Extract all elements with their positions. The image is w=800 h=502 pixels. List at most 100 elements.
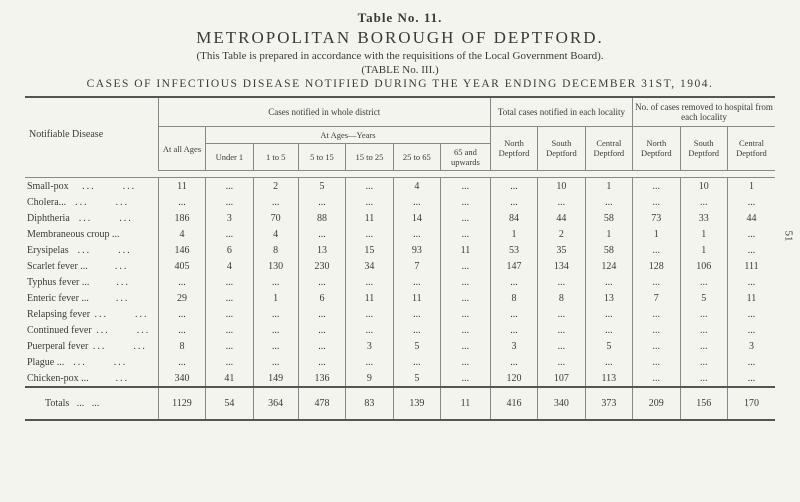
- data-cell: ...: [585, 322, 632, 338]
- data-cell: ...: [585, 306, 632, 322]
- data-cell: ...: [206, 306, 253, 322]
- totals-cell: 364: [253, 387, 298, 420]
- data-cell: 5: [585, 338, 632, 354]
- data-cell: ...: [393, 226, 440, 242]
- page-number: 51: [783, 231, 795, 242]
- data-cell: ...: [633, 242, 680, 258]
- data-cell: ...: [727, 322, 775, 338]
- data-cell: ...: [633, 194, 680, 210]
- totals-cell: 139: [393, 387, 440, 420]
- data-cell: ...: [158, 322, 205, 338]
- data-cell: 6: [298, 290, 345, 306]
- data-cell: 88: [298, 210, 345, 226]
- data-cell: ...: [441, 226, 491, 242]
- data-cell: ...: [441, 354, 491, 370]
- col-disease: Notifiable Disease: [25, 97, 158, 171]
- table-row: Cholera... ... .........................…: [25, 194, 775, 210]
- col-loc-central: Central Deptford: [585, 127, 632, 171]
- data-cell: ...: [538, 194, 585, 210]
- data-cell: ...: [490, 178, 537, 195]
- data-cell: ...: [585, 194, 632, 210]
- data-cell: 8: [490, 290, 537, 306]
- disease-name: Membraneous croup ...: [25, 226, 158, 242]
- disease-name: Plague ... ... ...: [25, 354, 158, 370]
- table-row: Enteric fever ... ...29...161111...88137…: [25, 290, 775, 306]
- data-cell: ...: [298, 354, 345, 370]
- data-cell: ...: [490, 354, 537, 370]
- data-cell: ...: [206, 354, 253, 370]
- data-cell: 8: [538, 290, 585, 306]
- data-cell: ...: [393, 322, 440, 338]
- data-cell: 13: [585, 290, 632, 306]
- disease-name: Continued fever ... ...: [25, 322, 158, 338]
- data-cell: 1: [253, 290, 298, 306]
- data-cell: 1: [585, 226, 632, 242]
- data-cell: ...: [441, 274, 491, 290]
- data-cell: ...: [346, 274, 393, 290]
- data-cell: ...: [441, 338, 491, 354]
- data-cell: ...: [206, 338, 253, 354]
- data-cell: ...: [633, 274, 680, 290]
- data-cell: 124: [585, 258, 632, 274]
- data-cell: ...: [253, 354, 298, 370]
- disease-name: Diphtheria ... ...: [25, 210, 158, 226]
- totals-cell: 478: [298, 387, 345, 420]
- data-cell: ...: [538, 354, 585, 370]
- data-cell: ...: [633, 354, 680, 370]
- data-cell: 1: [585, 178, 632, 195]
- data-cell: 120: [490, 370, 537, 387]
- data-cell: 4: [253, 226, 298, 242]
- data-cell: ...: [441, 290, 491, 306]
- data-cell: ...: [253, 306, 298, 322]
- data-cell: 4: [393, 178, 440, 195]
- data-cell: 106: [680, 258, 727, 274]
- col-loc-north: North Deptford: [490, 127, 537, 171]
- totals-cell: 54: [206, 387, 253, 420]
- data-cell: 5: [680, 290, 727, 306]
- col-at-all: At all Ages: [158, 127, 205, 171]
- data-cell: ...: [253, 322, 298, 338]
- totals-cell: 340: [538, 387, 585, 420]
- data-cell: ...: [346, 194, 393, 210]
- totals-cell: 1129: [158, 387, 205, 420]
- col-age-5: 65 and upwards: [441, 144, 491, 171]
- data-cell: 7: [393, 258, 440, 274]
- data-cell: ...: [538, 322, 585, 338]
- data-cell: ...: [158, 306, 205, 322]
- data-cell: 1: [680, 242, 727, 258]
- disease-name: Chicken-pox ... ...: [25, 370, 158, 387]
- data-cell: ...: [298, 226, 345, 242]
- data-cell: 5: [393, 370, 440, 387]
- data-cell: ...: [206, 322, 253, 338]
- data-cell: 111: [727, 258, 775, 274]
- data-cell: ...: [253, 338, 298, 354]
- data-cell: ...: [253, 194, 298, 210]
- data-cell: 4: [158, 226, 205, 242]
- data-cell: ...: [393, 354, 440, 370]
- data-cell: 405: [158, 258, 205, 274]
- col-age-4: 25 to 65: [393, 144, 440, 171]
- data-cell: 53: [490, 242, 537, 258]
- table-row: Puerperal fever ... ...8.........35...3.…: [25, 338, 775, 354]
- data-cell: 84: [490, 210, 537, 226]
- table-row: Continued fever ... ....................…: [25, 322, 775, 338]
- data-cell: 11: [393, 290, 440, 306]
- data-cell: ...: [298, 338, 345, 354]
- data-cell: 58: [585, 242, 632, 258]
- data-cell: 147: [490, 258, 537, 274]
- data-cell: ...: [633, 306, 680, 322]
- data-cell: 130: [253, 258, 298, 274]
- data-cell: ...: [727, 194, 775, 210]
- data-cell: ...: [158, 274, 205, 290]
- data-cell: 58: [585, 210, 632, 226]
- table-label: (TABLE No. III.): [25, 64, 775, 76]
- table-row: Plague ... ... .........................…: [25, 354, 775, 370]
- data-cell: ...: [393, 306, 440, 322]
- data-cell: 11: [346, 210, 393, 226]
- data-cell: 2: [253, 178, 298, 195]
- col-hosp-south: South Deptford: [680, 127, 727, 171]
- totals-cell: 416: [490, 387, 537, 420]
- data-cell: ...: [680, 354, 727, 370]
- col-age-3: 15 to 25: [346, 144, 393, 171]
- data-cell: 136: [298, 370, 345, 387]
